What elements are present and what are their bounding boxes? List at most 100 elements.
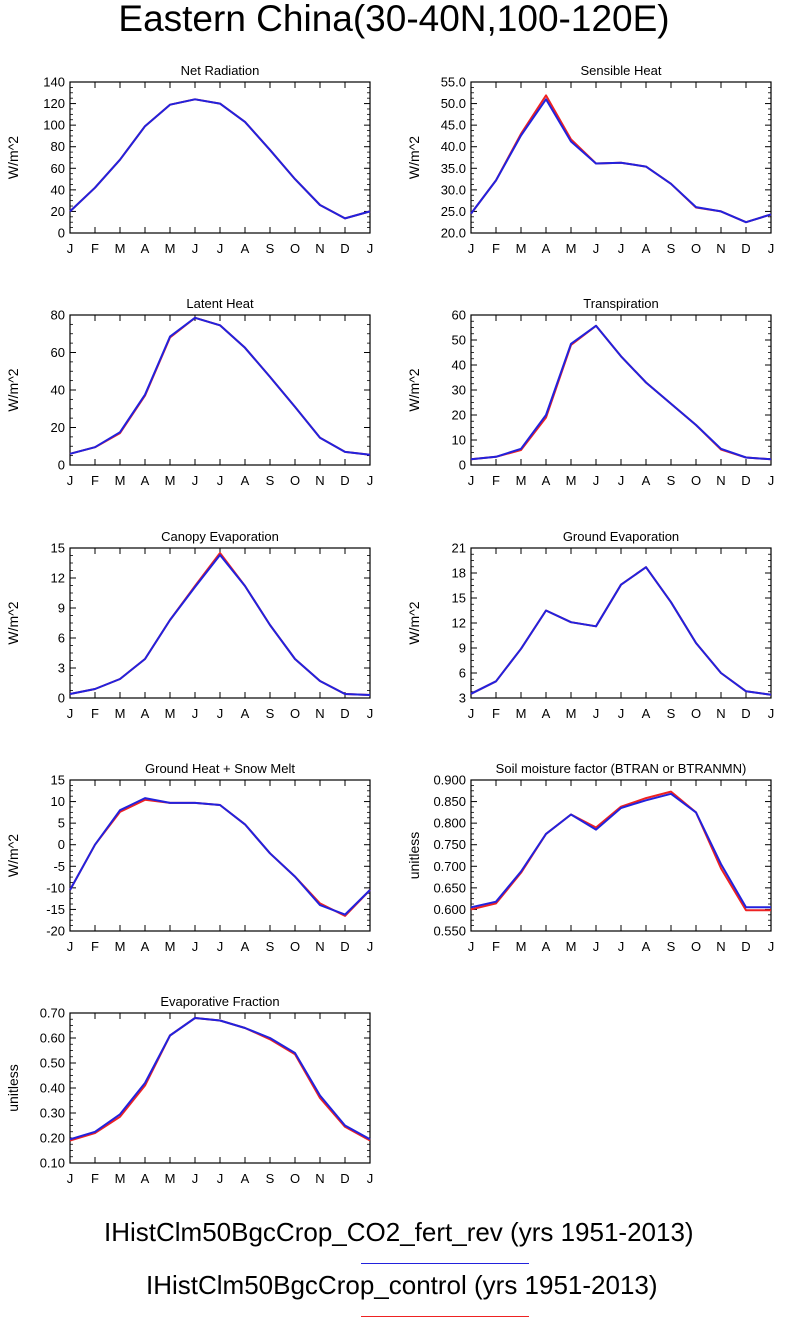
x-tick-label: J xyxy=(468,939,475,954)
x-tick-label: M xyxy=(165,241,176,256)
y-tick-label: 3 xyxy=(58,661,65,676)
y-tick-label: 20 xyxy=(51,420,65,435)
y-tick-label: 40 xyxy=(51,383,65,398)
y-tick-label: -15 xyxy=(46,902,65,917)
x-tick-label: M xyxy=(165,473,176,488)
y-tick-label: 0 xyxy=(58,691,65,706)
x-tick-label: J xyxy=(593,473,600,488)
y-tick-label: 30.0 xyxy=(441,182,466,197)
y-tick-label: -20 xyxy=(46,924,65,939)
y-tick-label: 40.0 xyxy=(441,139,466,154)
x-tick-label: N xyxy=(716,241,725,256)
y-axis-label: W/m^2 xyxy=(406,136,422,179)
x-tick-label: M xyxy=(516,939,527,954)
plot-frame xyxy=(470,314,772,466)
x-tick-label: J xyxy=(618,473,625,488)
x-tick-label: D xyxy=(741,939,750,954)
x-tick-label: A xyxy=(642,241,651,256)
y-axis-label: W/m^2 xyxy=(406,601,422,644)
x-tick-label: J xyxy=(468,473,475,488)
x-tick-label: M xyxy=(516,473,527,488)
x-tick-label: D xyxy=(340,706,349,721)
y-tick-label: 0.60 xyxy=(40,1031,65,1046)
x-tick-label: F xyxy=(91,473,99,488)
chart-title: Evaporative Fraction xyxy=(160,994,279,1009)
series-line-fert-rev xyxy=(69,554,371,696)
x-tick-label: F xyxy=(91,241,99,256)
x-tick-label: J xyxy=(217,1171,224,1186)
x-tick-label: A xyxy=(642,939,651,954)
x-tick-label: S xyxy=(667,939,676,954)
x-tick-label: A xyxy=(141,241,150,256)
x-tick-label: J xyxy=(618,706,625,721)
y-tick-label: 0.550 xyxy=(433,924,466,939)
x-tick-label: S xyxy=(266,241,275,256)
x-tick-label: J xyxy=(67,241,74,256)
chart-panel-7: Ground Heat + Snow Melt -20 -15 -10 -5 0 5 10 15… xyxy=(5,761,373,954)
y-tick-label: 40 xyxy=(452,358,466,373)
x-tick-label: F xyxy=(91,939,99,954)
y-tick-label: 0 xyxy=(58,226,65,241)
plot-frame xyxy=(470,779,772,932)
x-tick-label: F xyxy=(492,706,500,721)
x-tick-label: A xyxy=(542,473,551,488)
x-tick-label: S xyxy=(266,706,275,721)
y-tick-label: 12 xyxy=(51,571,65,586)
y-tick-label: 45.0 xyxy=(441,118,466,133)
x-tick-label: J xyxy=(192,1171,199,1186)
x-tick-label: J xyxy=(67,939,74,954)
series-line-control xyxy=(470,324,772,461)
chart-title: Transpiration xyxy=(583,296,658,311)
x-tick-label: J xyxy=(217,706,224,721)
x-tick-label: M xyxy=(115,706,126,721)
x-tick-label: N xyxy=(716,939,725,954)
y-tick-label: 10 xyxy=(51,794,65,809)
x-tick-label: O xyxy=(691,473,701,488)
y-tick-label: 6 xyxy=(58,631,65,646)
figure-title: Eastern China(30-40N,100-120E) xyxy=(118,0,670,39)
x-tick-label: M xyxy=(165,939,176,954)
x-tick-label: M xyxy=(516,706,527,721)
x-tick-label: D xyxy=(340,939,349,954)
x-tick-label: J xyxy=(593,241,600,256)
y-tick-label: 40 xyxy=(51,182,65,197)
plot-frame xyxy=(69,779,371,932)
x-tick-label: J xyxy=(217,473,224,488)
x-tick-label: J xyxy=(367,241,374,256)
x-tick-label: S xyxy=(266,473,275,488)
y-tick-label: 0.900 xyxy=(433,773,466,788)
x-tick-label: D xyxy=(340,241,349,256)
y-tick-label: 20 xyxy=(51,204,65,219)
y-tick-label: 0 xyxy=(459,458,466,473)
y-tick-label: 20 xyxy=(452,408,466,423)
y-tick-label: 0.750 xyxy=(433,837,466,852)
x-tick-label: J xyxy=(468,706,475,721)
x-tick-label: J xyxy=(67,473,74,488)
x-tick-label: M xyxy=(566,473,577,488)
series-line-fert-rev xyxy=(470,98,772,224)
x-tick-label: M xyxy=(165,706,176,721)
y-tick-label: -10 xyxy=(46,880,65,895)
x-tick-label: D xyxy=(741,473,750,488)
y-tick-label: 55.0 xyxy=(441,75,466,90)
x-tick-label: A xyxy=(542,939,551,954)
x-tick-label: S xyxy=(667,706,676,721)
y-tick-label: 140 xyxy=(43,75,65,90)
plot-frame xyxy=(69,314,371,466)
y-tick-label: 0.600 xyxy=(433,902,466,917)
y-tick-label: 21 xyxy=(452,541,466,556)
x-tick-label: J xyxy=(367,1171,374,1186)
legend-line-control xyxy=(361,1316,529,1317)
plot-frame xyxy=(470,81,772,234)
y-tick-label: 0.800 xyxy=(433,816,466,831)
y-axis-label: W/m^2 xyxy=(5,136,21,179)
x-tick-label: A xyxy=(241,241,250,256)
y-tick-label: 9 xyxy=(58,601,65,616)
y-tick-label: 9 xyxy=(459,641,466,656)
x-tick-label: J xyxy=(768,939,775,954)
